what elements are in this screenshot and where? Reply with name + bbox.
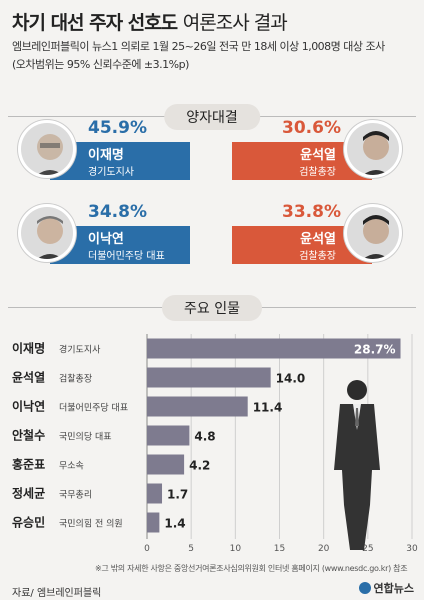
value-label: 28.7% xyxy=(354,343,396,357)
x-tick-label: 5 xyxy=(188,544,194,554)
main-people-chart: 0 5 10 15 20 25 30 이재명 경기도지사 28.7% 윤석열 검찰총장 14.0 이낙연 더… xyxy=(0,330,424,570)
category-label: 홍준표 xyxy=(12,457,45,472)
category-role-label: 경기도지사 xyxy=(59,344,101,356)
x-tick-label: 15 xyxy=(274,544,285,554)
x-tick-label: 25 xyxy=(362,544,373,554)
lee-nakyon-portrait xyxy=(18,204,76,262)
logo-text: 연합뉴스 xyxy=(373,582,414,595)
bar xyxy=(147,425,190,446)
category-label: 이재명 xyxy=(12,341,45,356)
left-name: 이재명 xyxy=(88,148,124,163)
right-role: 검찰총장 xyxy=(299,167,336,178)
head-to-head-label: 양자대결 xyxy=(164,104,260,130)
bar xyxy=(147,338,401,359)
category-label: 유승민 xyxy=(12,515,45,530)
value-label: 4.8 xyxy=(194,430,215,444)
left-role: 경기도지사 xyxy=(88,167,134,178)
source: 자료/ 엠브레인퍼블릭 xyxy=(12,588,102,599)
left-pct: 45.9% xyxy=(88,118,147,138)
category-label: 안철수 xyxy=(12,428,45,443)
person-silhouette-illustration xyxy=(334,380,380,550)
right-pct: 33.8% xyxy=(282,202,341,222)
title-light: 여론조사 결과 xyxy=(182,12,288,34)
matchup-2: 34.8% 이낙연 더불어민주당 대표 33.8% 윤석열 검찰총장 xyxy=(0,196,424,266)
yoon-seokyeol-portrait xyxy=(344,120,402,178)
category-label: 이낙연 xyxy=(12,399,45,414)
x-tick-label: 10 xyxy=(230,544,242,554)
right-name: 윤석열 xyxy=(300,232,336,247)
subtitle-line2: (오차범위는 95% 신뢰수준에 ±3.1%p) xyxy=(12,58,189,71)
matchup-1: 45.9% 이재명 경기도지사 30.6% 윤석열 검찰총장 xyxy=(0,112,424,182)
category-role-label: 무소속 xyxy=(59,461,84,472)
category-role-label: 더불어민주당 대표 xyxy=(59,403,128,414)
yoon-seokyeol-portrait xyxy=(344,204,402,262)
x-tick-label: 30 xyxy=(406,544,418,554)
bar xyxy=(147,454,185,475)
category-role-label: 검찰총장 xyxy=(59,373,92,385)
left-name: 이낙연 xyxy=(88,232,124,247)
bar xyxy=(147,396,248,417)
category-label: 윤석열 xyxy=(12,370,45,385)
subtitle-line1: 엠브레인퍼블릭이 뉴스1 의뢰로 1월 25~26일 전국 만 18세 이상 1… xyxy=(12,40,385,53)
logo-mark-icon xyxy=(358,582,371,594)
right-name: 윤석열 xyxy=(300,148,336,163)
bar-chart: 0 5 10 15 20 25 30 이재명 경기도지사 28.7% 윤석열 검찰총장 14.0 이낙연 더… xyxy=(12,334,418,554)
bar xyxy=(147,483,163,504)
lee-jaemyung-portrait xyxy=(18,120,76,178)
bar xyxy=(147,367,271,388)
value-label: 1.4 xyxy=(164,517,185,531)
value-label: 11.4 xyxy=(253,401,283,415)
yonhap-logo: 연합뉴스 xyxy=(358,580,414,596)
right-pct: 30.6% xyxy=(282,118,341,138)
left-role: 더불어민주당 대표 xyxy=(88,251,165,262)
footnote: ※그 밖의 자세한 사항은 중앙선거여론조사심의위원회 인터넷 홈페이지 (ww… xyxy=(95,564,408,573)
value-label: 14.0 xyxy=(276,372,306,386)
value-label: 4.2 xyxy=(189,459,210,473)
x-tick-label: 0 xyxy=(144,544,150,554)
category-role-label: 국민의힘 전 의원 xyxy=(59,519,123,530)
category-role-label: 국민의당 대표 xyxy=(59,432,112,443)
title-main: 차기 대선 주자 선호도 xyxy=(12,12,178,34)
chart-title: 차기 대선 주자 선호도 여론조사 결과 xyxy=(12,8,288,35)
x-tick-label: 20 xyxy=(318,544,330,554)
category-label: 정세균 xyxy=(12,486,45,501)
right-role: 검찰총장 xyxy=(299,251,336,262)
value-label: 1.7 xyxy=(167,488,188,502)
main-people-label: 주요 인물 xyxy=(162,295,262,321)
bar xyxy=(147,512,160,533)
left-pct: 34.8% xyxy=(88,202,147,222)
category-role-label: 국무총리 xyxy=(59,490,92,501)
